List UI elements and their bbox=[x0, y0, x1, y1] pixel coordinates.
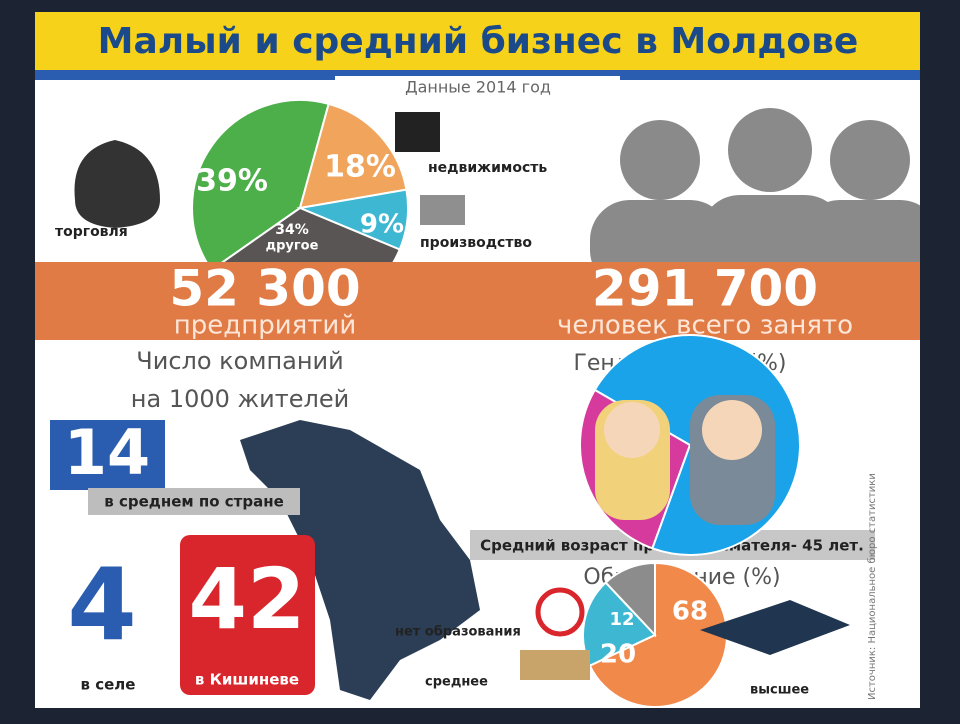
country-bar bbox=[88, 488, 300, 515]
slice-name: производство bbox=[420, 235, 532, 251]
gender-value: 27,8 bbox=[496, 424, 575, 462]
density-title: Число компаний bbox=[136, 347, 343, 375]
density-title: на 1000 жителей bbox=[131, 385, 349, 413]
village-value: 4 bbox=[67, 546, 137, 663]
pie-slice bbox=[604, 561, 656, 638]
title: Малый и средний бизнес в Молдове bbox=[98, 21, 859, 62]
slice-label: 18% bbox=[324, 150, 396, 185]
edu-name: среднее bbox=[425, 675, 488, 690]
slice-label: 39% bbox=[196, 164, 268, 199]
capital-box bbox=[180, 535, 315, 695]
sector-pie bbox=[191, 99, 409, 262]
pie-slice bbox=[588, 561, 728, 708]
desk-icon bbox=[520, 650, 590, 680]
people-icons bbox=[590, 108, 920, 262]
country-value: 14 bbox=[64, 416, 150, 489]
edu-name: нет образования bbox=[395, 625, 521, 640]
edu-value: 20 bbox=[600, 640, 636, 670]
cap-icon bbox=[700, 600, 850, 655]
title-stripe bbox=[35, 70, 920, 80]
slice-name: недвижимость bbox=[428, 160, 547, 176]
slice-name: торговля bbox=[55, 224, 128, 240]
slice-name: другое bbox=[266, 239, 319, 254]
stat-value: 52 300 bbox=[169, 260, 360, 318]
stat-value: 291 700 bbox=[592, 260, 818, 318]
factory-icon bbox=[420, 195, 465, 225]
stat-label: предприятий bbox=[174, 311, 356, 341]
building-icon bbox=[395, 112, 440, 152]
edu-value: 68 bbox=[672, 597, 708, 627]
purse-icon bbox=[74, 140, 160, 228]
edu-name: высшее bbox=[750, 683, 809, 698]
source: Источник: Национальное бюро статистики bbox=[867, 473, 878, 700]
subtitle: Данные 2014 год bbox=[405, 78, 551, 97]
slice-label: 9% bbox=[360, 210, 404, 240]
top-art bbox=[191, 99, 920, 262]
pie-slice bbox=[298, 102, 408, 210]
stats-band bbox=[35, 262, 920, 340]
pie-slice bbox=[221, 206, 402, 262]
subtitle-box bbox=[335, 76, 620, 98]
gender-value: 72,2 bbox=[806, 424, 885, 462]
country-box bbox=[50, 420, 165, 490]
village-label: в селе bbox=[81, 676, 136, 694]
title-band bbox=[35, 12, 920, 70]
slice-label: 34% bbox=[275, 222, 309, 238]
country-label: в среднем по стране bbox=[104, 493, 284, 511]
edu-value: 12 bbox=[609, 609, 634, 630]
capital-label: в Кишиневе bbox=[195, 671, 299, 689]
capital-value: 42 bbox=[189, 550, 306, 648]
pie-slice bbox=[191, 99, 330, 262]
education-pie bbox=[582, 561, 728, 708]
people-figures bbox=[595, 395, 775, 525]
no-edu-icon bbox=[535, 587, 585, 637]
